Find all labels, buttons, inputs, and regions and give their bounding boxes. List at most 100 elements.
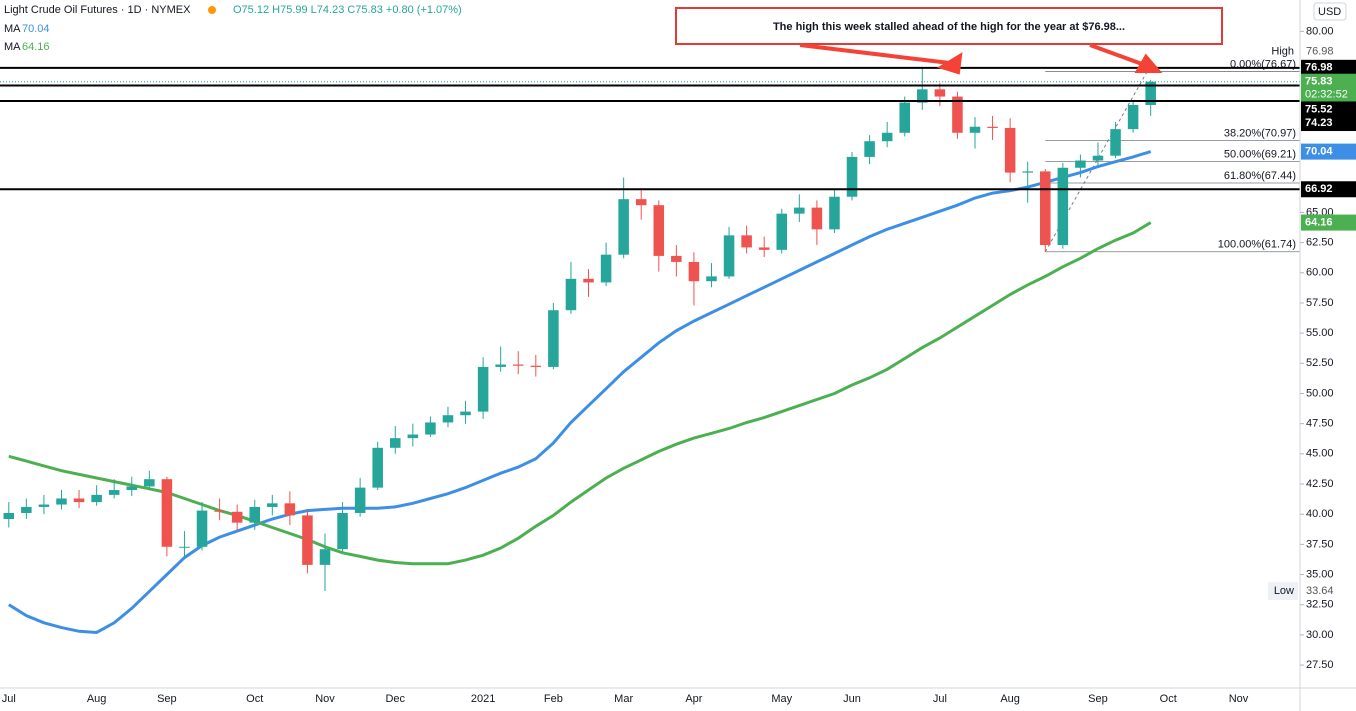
candle-body	[600, 254, 612, 283]
candle-body	[706, 276, 717, 282]
x-tick-label: Oct	[1160, 693, 1177, 705]
candle-body	[1110, 129, 1121, 156]
currency-button[interactable]	[1313, 2, 1347, 21]
level-tag	[1301, 181, 1356, 198]
low-marker-value: 33.64	[1306, 585, 1334, 597]
candle-body	[1040, 171, 1051, 246]
x-tick-label: Jul	[933, 693, 947, 705]
y-tick-label: 40.00	[1306, 508, 1334, 520]
moving-average	[8, 150, 1152, 635]
ma-tag	[1301, 143, 1356, 160]
ma-name: MA	[4, 41, 21, 53]
ma-name: MA	[4, 23, 21, 35]
candle-body	[231, 511, 243, 523]
candle-body	[1004, 127, 1016, 173]
status-dot	[208, 6, 216, 14]
fib-label: 100.00%(61.74)	[1218, 239, 1296, 251]
y-tick-label: 27.50	[1306, 659, 1334, 671]
y-tick-label: 42.50	[1306, 478, 1334, 490]
y-tick-label: 30.00	[1306, 629, 1334, 641]
candle-body	[548, 310, 559, 367]
x-tick-label: Dec	[385, 693, 405, 705]
y-tick-label: 32.50	[1306, 599, 1334, 611]
candle-body	[284, 503, 296, 516]
candle-body	[21, 506, 32, 513]
last-price-label: 75.83	[1305, 76, 1333, 88]
level-tag	[1301, 59, 1356, 76]
x-tick-label: Aug	[87, 693, 107, 705]
candle-body	[390, 438, 401, 448]
candle-body	[758, 247, 770, 250]
x-tick-label: Aug	[1000, 693, 1020, 705]
arrow-head	[937, 52, 963, 75]
moving-average	[8, 221, 1152, 566]
candle-body	[952, 96, 963, 133]
y-tick-label: 47.50	[1306, 418, 1334, 430]
candle-body	[108, 490, 120, 495]
candle-body	[214, 510, 225, 512]
candle-body	[723, 235, 735, 277]
y-tick-label: 35.00	[1306, 568, 1334, 580]
ohlc-text: O75.12 H75.99 L74.23 C75.83 +0.80 (+1.07…	[233, 4, 462, 16]
level-label: 75.52	[1305, 103, 1333, 115]
candle-body	[354, 487, 366, 513]
candle-body	[671, 255, 682, 262]
y-tick-label: 57.50	[1306, 297, 1334, 309]
low-marker-label: Low	[1274, 585, 1294, 597]
candle-body	[161, 479, 173, 547]
candle-body	[126, 486, 138, 491]
candle-body	[196, 510, 208, 547]
annotation: The high this week stalled ahead of the …	[773, 21, 1125, 33]
arrow	[1089, 43, 1143, 66]
x-tick-label: Apr	[685, 693, 702, 705]
candle-body	[969, 126, 981, 133]
y-tick-label: 45.00	[1306, 448, 1334, 460]
x-tick-label: 2021	[471, 693, 495, 705]
symbol-title: Light Crude Oil Futures · 1D · NYMEX	[4, 4, 191, 16]
candle-body	[794, 207, 805, 214]
last-price-tag	[1301, 73, 1356, 102]
x-tick-label: Sep	[1088, 693, 1108, 705]
candle-body	[811, 207, 823, 230]
x-tick-label: Nov	[1229, 693, 1249, 705]
candle-body	[1057, 167, 1069, 246]
fib-label: 61.80%(67.44)	[1224, 170, 1296, 182]
x-tick-label: Nov	[315, 693, 335, 705]
candle-body	[899, 102, 910, 133]
x-tick-label: Jul	[2, 693, 16, 705]
candle-body	[91, 494, 102, 503]
currency[interactable]: USD	[1318, 6, 1341, 18]
candle-body	[512, 364, 524, 366]
candle-body	[319, 549, 331, 565]
x-tick-label: Jun	[843, 693, 861, 705]
candle-body	[372, 447, 383, 488]
candle-body	[864, 141, 875, 157]
candle-body	[73, 498, 85, 503]
x-tick-label: Oct	[246, 693, 263, 705]
y-tick-label: 80.00	[1306, 25, 1334, 37]
candle-body	[1022, 171, 1033, 173]
ma-value: 70.04	[22, 23, 50, 35]
candle-body	[917, 89, 928, 103]
x-tick-label: Mar	[614, 693, 633, 705]
candle-body	[688, 261, 700, 282]
low-marker-bg	[1268, 581, 1298, 600]
candle-body	[407, 434, 419, 439]
candle-body	[495, 364, 506, 367]
level-label: 74.23	[1305, 117, 1333, 129]
candle-body	[460, 411, 471, 416]
candle-body	[635, 199, 647, 206]
high-marker-value: 76.98	[1306, 46, 1334, 58]
candle-body	[3, 512, 15, 520]
fib-label: 38.20%(70.97)	[1224, 127, 1296, 139]
annotation-arrows	[799, 43, 1163, 75]
candle-body	[1092, 155, 1104, 161]
y-tick-label: 52.50	[1306, 357, 1334, 369]
ma-tag	[1301, 214, 1356, 231]
level-label: 76.98	[1305, 62, 1333, 74]
x-tick-label: Feb	[544, 693, 563, 705]
y-tick-label: 62.50	[1306, 237, 1334, 249]
ma-label: 64.16	[1305, 216, 1333, 228]
